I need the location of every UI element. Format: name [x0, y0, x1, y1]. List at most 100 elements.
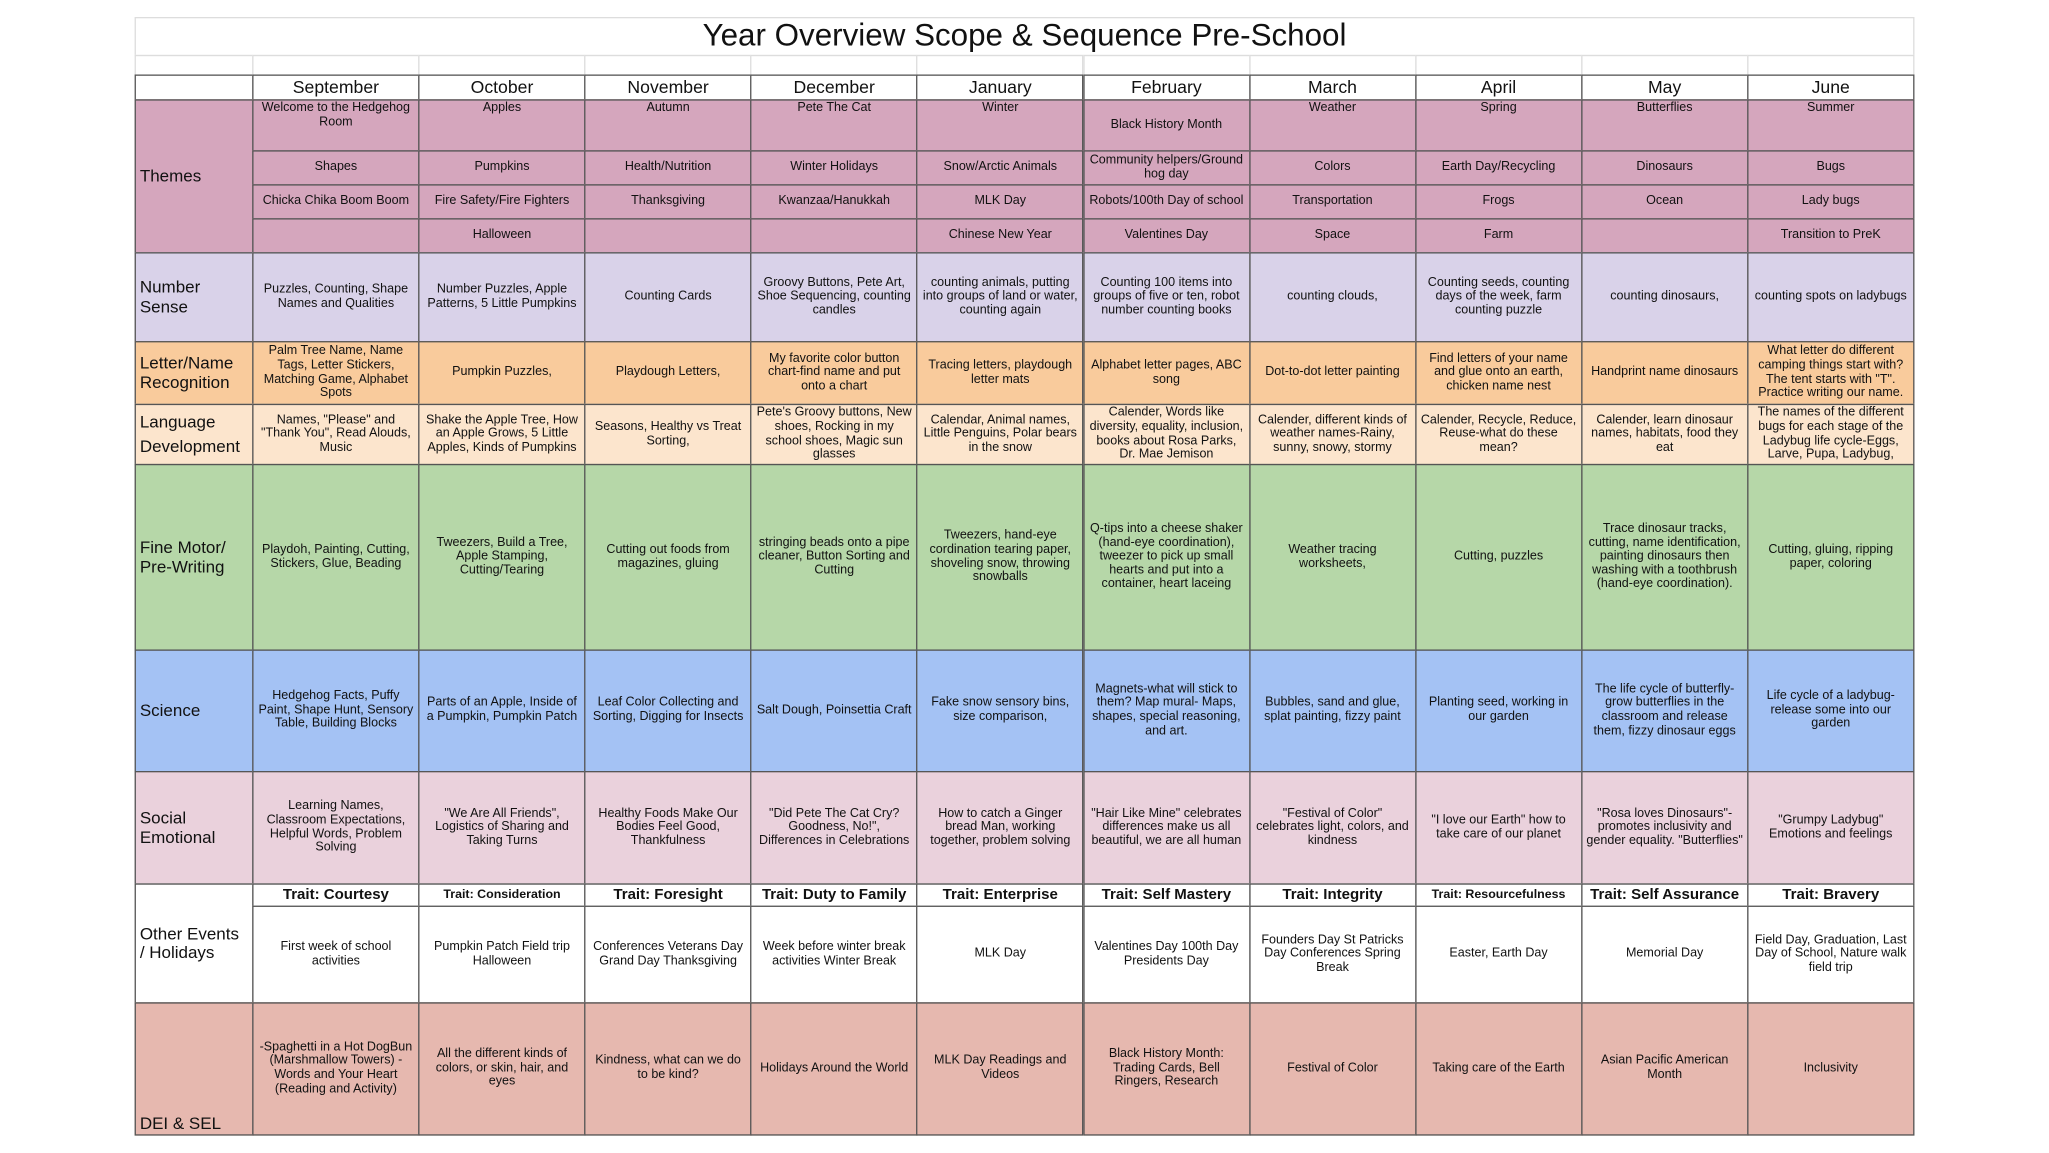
cell: Groovy Buttons, Pete Art, Shoe Sequencin…	[750, 252, 918, 343]
cell: Cutting, puzzles	[1414, 463, 1583, 651]
cell: Puzzles, Counting, Shape Names and Quali…	[252, 252, 420, 343]
blank	[252, 54, 420, 76]
cell: -Spaghetti in a Hot DogBun (Marshmallow …	[252, 1002, 420, 1136]
theme-cell: Chicka Chika Boom Boom	[252, 184, 420, 220]
cell: The names of the different bugs for each…	[1747, 403, 1915, 466]
cell: Calender, Words like diversity, equality…	[1082, 403, 1251, 466]
month-header: December	[750, 74, 918, 101]
cell: Playdough Letters,	[584, 341, 752, 406]
theme-cell	[252, 218, 420, 254]
cell: Shake the Apple Tree, How an Apple Grows…	[418, 403, 586, 466]
cell: Learning Names, Classroom Expectations, …	[252, 771, 420, 885]
cell: Tracing letters, playdough letter mats	[916, 341, 1084, 406]
cell: Tweezers, Build a Tree, Apple Stamping, …	[418, 463, 586, 651]
theme-cell: Pumpkins	[418, 150, 586, 186]
blank	[1248, 54, 1417, 76]
theme-cell: Lady bugs	[1747, 184, 1915, 220]
cell: Magnets-what will stick to them? Map mur…	[1082, 649, 1251, 773]
cell: Calender, Recycle, Reduce, Reuse-what do…	[1414, 403, 1583, 466]
cell: Playdoh, Painting, Cutting, Stickers, Gl…	[252, 463, 420, 651]
theme-cell: Chinese New Year	[916, 218, 1084, 254]
cell: Palm Tree Name, Name Tags, Letter Sticke…	[252, 341, 420, 406]
cell: Q-tips into a cheese shaker (hand-eye co…	[1082, 463, 1251, 651]
cell: Cutting, gluing, ripping paper, coloring	[1747, 463, 1915, 651]
cell: What letter do different camping things …	[1747, 341, 1915, 406]
row-label: Number Sense	[134, 252, 254, 343]
blank	[584, 54, 752, 76]
theme-cell: Summer	[1747, 99, 1915, 152]
cell: MLK Day	[916, 905, 1084, 1004]
blank	[418, 54, 586, 76]
cell: Calendar, Animal names, Little Penguins,…	[916, 403, 1084, 466]
theme-cell: Thanksgiving	[584, 184, 752, 220]
theme-cell: Bugs	[1747, 150, 1915, 186]
cell: "Festival of Color" celebrates light, co…	[1248, 771, 1417, 885]
theme-cell	[750, 218, 918, 254]
cell: How to catch a Ginger bread Man, working…	[916, 771, 1084, 885]
trait: Trait: Self Mastery	[1082, 883, 1251, 907]
row-label: Themes	[134, 99, 254, 254]
row-label: Language Development	[134, 403, 254, 466]
row-label: Fine Motor/ Pre-Writing	[134, 463, 254, 651]
cell: Handprint name dinosaurs	[1580, 341, 1749, 406]
cell: Find letters of your name and glue onto …	[1414, 341, 1583, 406]
theme-cell: Welcome to the Hedgehog Room	[252, 99, 420, 152]
cell: Planting seed, working in our garden	[1414, 649, 1583, 773]
cell: Dot-to-dot letter painting	[1248, 341, 1417, 406]
theme-cell: Weather	[1248, 99, 1417, 152]
month-header: February	[1082, 74, 1251, 101]
theme-cell: Colors	[1248, 150, 1417, 186]
cell: Salt Dough, Poinsettia Craft	[750, 649, 918, 773]
trait: Trait: Bravery	[1747, 883, 1915, 907]
cell: counting spots on ladybugs	[1747, 252, 1915, 343]
cell: Pete's Groovy buttons, New shoes, Rockin…	[750, 403, 918, 466]
cell: Counting seeds, counting days of the wee…	[1414, 252, 1583, 343]
theme-cell: Black History Month	[1082, 99, 1251, 152]
sheet-title: Year Overview Scope & Sequence Pre-Schoo…	[134, 16, 1915, 57]
trait: Trait: Enterprise	[916, 883, 1084, 907]
trait: Trait: Self Assurance	[1580, 883, 1749, 907]
theme-cell	[1580, 218, 1749, 254]
theme-cell: Snow/Arctic Animals	[916, 150, 1084, 186]
month-header: November	[584, 74, 752, 101]
cell: The life cycle of butterfly- grow butter…	[1580, 649, 1749, 773]
theme-cell: Halloween	[418, 218, 586, 254]
theme-cell: Pete The Cat	[750, 99, 918, 152]
cell: All the different kinds of colors, or sk…	[418, 1002, 586, 1136]
cell: Weather tracing worksheets,	[1248, 463, 1417, 651]
cell: "Hair Like Mine" celebrates differences …	[1082, 771, 1251, 885]
theme-cell: Health/Nutrition	[584, 150, 752, 186]
trait: Trait: Integrity	[1248, 883, 1417, 907]
theme-cell: Robots/100th Day of school	[1082, 184, 1251, 220]
month-header: January	[916, 74, 1084, 101]
cell: counting dinosaurs,	[1580, 252, 1749, 343]
blank	[750, 54, 918, 76]
blank	[916, 54, 1084, 76]
theme-cell: Butterflies	[1580, 99, 1749, 152]
theme-cell: Autumn	[584, 99, 752, 152]
theme-cell: Valentines Day	[1082, 218, 1251, 254]
cell: "I love our Earth" how to take care of o…	[1414, 771, 1583, 885]
cell: Bubbles, sand and glue, splat painting, …	[1248, 649, 1417, 773]
cell: counting animals, putting into groups of…	[916, 252, 1084, 343]
theme-cell: Apples	[418, 99, 586, 152]
theme-cell: MLK Day	[916, 184, 1084, 220]
cell: First week of school activities	[252, 905, 420, 1004]
blank	[1580, 54, 1749, 76]
cell: Counting 100 items into groups of five o…	[1082, 252, 1251, 343]
cell: Names, "Please" and "Thank You", Read Al…	[252, 403, 420, 466]
cell: Counting Cards	[584, 252, 752, 343]
cell: Memorial Day	[1580, 905, 1749, 1004]
trait: Trait: Duty to Family	[750, 883, 918, 907]
cell: Pumpkin Patch Field trip Halloween	[418, 905, 586, 1004]
theme-cell: Earth Day/Recycling	[1414, 150, 1583, 186]
cell: counting clouds,	[1248, 252, 1417, 343]
corner	[134, 74, 254, 101]
cell: "We Are All Friends", Logistics of Shari…	[418, 771, 586, 885]
blank	[1414, 54, 1583, 76]
theme-cell: Winter Holidays	[750, 150, 918, 186]
theme-cell: Farm	[1414, 218, 1583, 254]
cell: My favorite color button chart-find name…	[750, 341, 918, 406]
